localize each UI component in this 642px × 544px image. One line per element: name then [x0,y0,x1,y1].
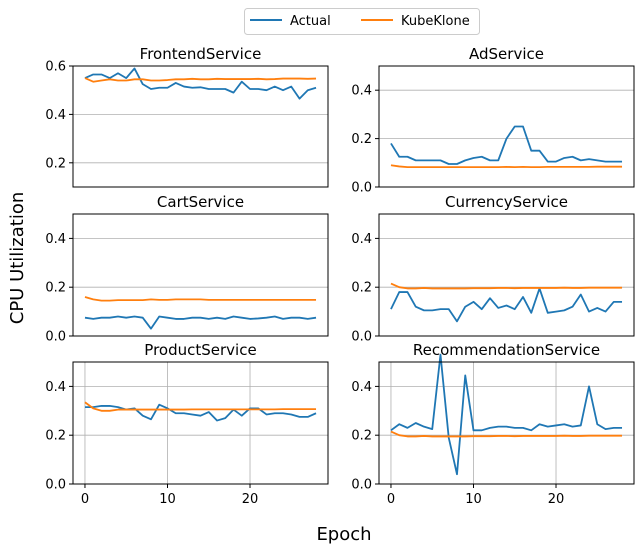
axes-frame [378,361,635,485]
y-tick-label: 0.4 [45,232,66,247]
y-tick-label: 0.2 [351,281,372,296]
y-tick-label: 0.4 [351,380,372,395]
legend-label-actual: Actual [290,14,331,29]
y-tick-label: 0.4 [351,232,372,247]
legend-box [244,8,480,35]
series-line-kubeklone [84,77,317,83]
series-line-kubeklone [390,164,623,169]
subplot-productservice: ProductService 0.0 0.2 0.4 0 10 20 [45,341,329,507]
y-tick-label: 0.0 [351,330,372,345]
subplot-adservice: AdService 0.0 0.2 0.4 [351,45,635,196]
series-line-kubeklone [84,401,317,412]
axes-frame [72,361,329,485]
subplot-title: CartService [157,193,244,211]
x-tick-label: 20 [548,492,565,507]
series-line-actual [84,67,317,100]
y-axis-label: CPU Utilization [7,192,28,325]
series-line-kubeklone [390,282,623,290]
y-tick-label: 0.0 [351,478,372,493]
y-tick-label: 0.0 [45,478,66,493]
axes-frame [378,65,635,188]
x-tick-label: 0 [387,492,395,507]
series-line-kubeklone [390,430,623,438]
series-line-kubeklone [84,296,317,302]
y-tick-label: 0.4 [45,380,66,395]
x-axis-label: Epoch [316,524,371,544]
subplot-currencyservice: CurrencyService 0.0 0.2 0.4 [351,193,635,345]
subplot-recommendationservice: RecommendationService 0.0 0.2 0.4 0 10 20 [351,341,635,507]
subplot-title: AdService [469,45,544,63]
y-tick-label: 0.6 [45,60,66,75]
legend: Actual KubeKlone [244,8,480,35]
series-line-actual [390,287,623,323]
y-tick-label: 0.4 [45,108,66,123]
axes-frame [378,213,635,337]
series-line-actual [390,353,623,476]
series-line-actual [390,125,623,165]
axes-frame [72,213,329,337]
y-tick-label: 0.2 [45,429,66,444]
axes-frame [72,65,329,188]
x-tick-label: 0 [81,492,89,507]
series-line-actual [84,315,317,330]
y-tick-label: 0.4 [351,84,372,99]
legend-label-kubeklone: KubeKlone [401,14,470,29]
y-tick-label: 0.0 [45,330,66,345]
x-tick-label: 10 [465,492,482,507]
subplot-frontendservice: FrontendService 0.2 0.4 0.6 [45,45,329,188]
y-tick-label: 0.2 [45,281,66,296]
subplot-cartservice: CartService 0.0 0.2 0.4 [45,193,329,345]
y-tick-label: 0.2 [351,132,372,147]
subplot-grid: FrontendService 0.2 0.4 0.6 AdService 0.0 0.2 0… [45,45,635,507]
x-tick-label: 10 [159,492,176,507]
subplot-title: FrontendService [140,45,262,63]
subplot-title: RecommendationService [413,341,600,359]
subplot-title: CurrencyService [445,193,568,211]
subplot-title: ProductService [144,341,256,359]
y-tick-label: 0.0 [351,181,372,196]
x-tick-label: 20 [242,492,259,507]
y-tick-label: 0.2 [351,429,372,444]
y-tick-label: 0.2 [45,156,66,171]
